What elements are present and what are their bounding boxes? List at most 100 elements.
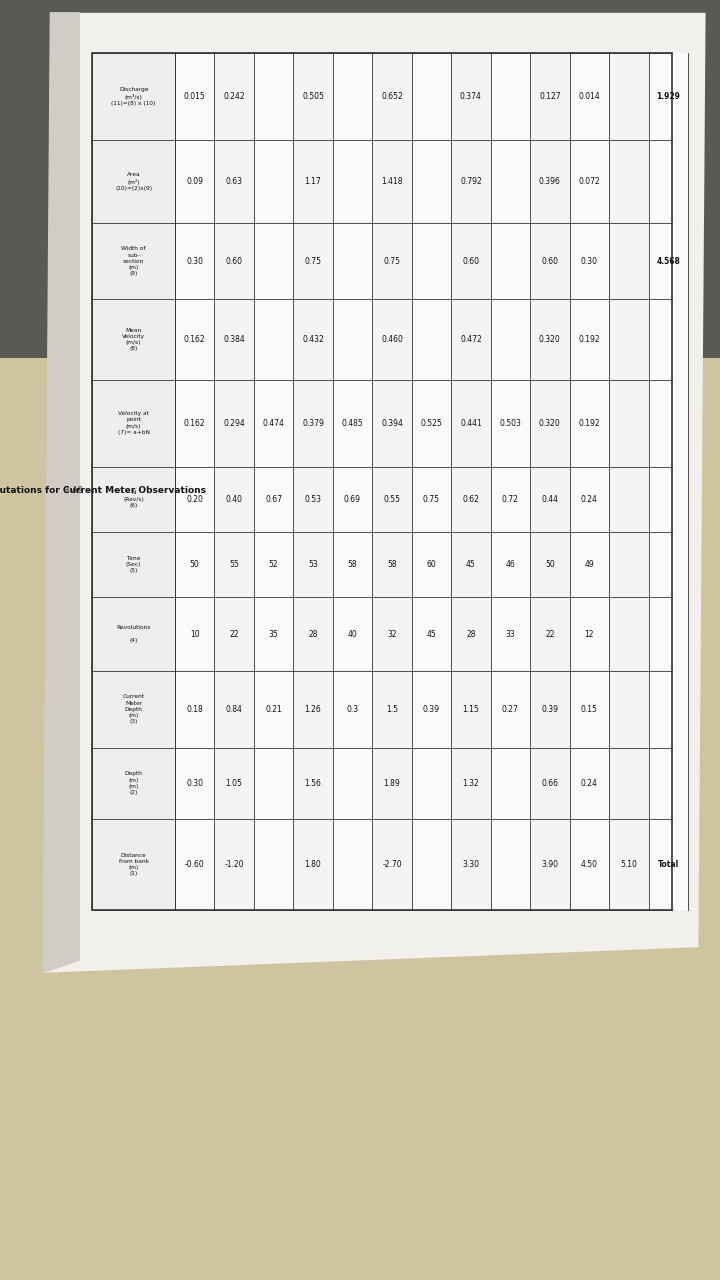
Text: 0.53: 0.53 (305, 494, 322, 504)
Ellipse shape (331, 174, 348, 205)
Text: N
(Rev/s)
(6): N (Rev/s) (6) (123, 490, 144, 508)
Text: 0.30: 0.30 (186, 257, 203, 266)
Text: 3.90: 3.90 (541, 860, 558, 869)
Ellipse shape (307, 218, 324, 248)
Text: 1.15: 1.15 (462, 705, 480, 714)
Bar (530, 54, 570, 910)
Bar (333, 54, 372, 910)
Ellipse shape (562, 212, 579, 243)
Ellipse shape (403, 218, 420, 248)
Text: 0.441: 0.441 (460, 419, 482, 428)
Ellipse shape (307, 264, 324, 294)
Text: 0.374: 0.374 (460, 92, 482, 101)
Text: 5.10: 5.10 (621, 860, 637, 869)
Text: 0.75: 0.75 (423, 494, 440, 504)
Ellipse shape (569, 179, 612, 230)
Ellipse shape (576, 188, 605, 220)
Text: 0.72: 0.72 (502, 494, 519, 504)
Text: 35: 35 (269, 630, 279, 639)
Text: 0.294: 0.294 (223, 419, 245, 428)
Text: 0.379: 0.379 (302, 419, 324, 428)
Text: 0.21: 0.21 (265, 705, 282, 714)
Text: 0.3: 0.3 (346, 705, 359, 714)
Ellipse shape (266, 264, 284, 294)
Ellipse shape (497, 102, 540, 154)
Text: 0.320: 0.320 (539, 419, 561, 428)
Ellipse shape (108, 166, 125, 197)
Text: -0.60: -0.60 (185, 860, 204, 869)
Text: 0.40: 0.40 (225, 494, 243, 504)
Text: 0.60: 0.60 (462, 257, 480, 266)
Text: 0.525: 0.525 (420, 419, 442, 428)
Text: 1.05: 1.05 (225, 778, 243, 787)
Text: 0.127: 0.127 (539, 92, 561, 101)
Text: 0.84: 0.84 (225, 705, 243, 714)
Text: 46: 46 (505, 559, 516, 568)
Ellipse shape (274, 230, 317, 282)
Ellipse shape (331, 128, 348, 159)
Text: 0.505: 0.505 (302, 92, 324, 101)
Text: 33: 33 (505, 630, 516, 639)
Text: 0.460: 0.460 (381, 335, 403, 344)
Ellipse shape (504, 111, 533, 143)
Text: 0.503: 0.503 (500, 419, 521, 428)
Text: 0.072: 0.072 (578, 177, 600, 186)
Text: 0.67: 0.67 (265, 494, 282, 504)
Ellipse shape (410, 230, 454, 282)
Text: 32: 32 (387, 630, 397, 639)
Text: 1.418: 1.418 (381, 177, 402, 186)
Text: 0.75: 0.75 (384, 257, 400, 266)
Ellipse shape (338, 141, 382, 192)
Text: Distance
from bank
(m)
(1): Distance from bank (m) (1) (119, 852, 148, 877)
Text: 0.69: 0.69 (344, 494, 361, 504)
Text: 1.32: 1.32 (462, 778, 480, 787)
Ellipse shape (418, 241, 446, 271)
Text: Current
Meter
Depth
(m)
(3): Current Meter Depth (m) (3) (122, 695, 145, 724)
Ellipse shape (108, 212, 125, 243)
Text: 0.396: 0.396 (539, 177, 561, 186)
Ellipse shape (490, 136, 507, 166)
Text: 1.929: 1.929 (657, 92, 680, 101)
Text: 0.60: 0.60 (225, 257, 243, 266)
Ellipse shape (281, 241, 310, 271)
Text: 0.15: 0.15 (581, 705, 598, 714)
Bar (175, 54, 215, 910)
Text: 40: 40 (348, 630, 357, 639)
Polygon shape (43, 13, 706, 973)
Text: 0.320: 0.320 (539, 335, 561, 344)
Ellipse shape (444, 264, 461, 294)
Text: -1.20: -1.20 (225, 860, 244, 869)
Text: 28: 28 (308, 630, 318, 639)
Polygon shape (43, 13, 79, 973)
Text: 1.17: 1.17 (305, 177, 321, 186)
Text: 0.18: 0.18 (186, 705, 203, 714)
Text: 28: 28 (466, 630, 476, 639)
Text: 22: 22 (545, 630, 554, 639)
Text: 0.162: 0.162 (184, 419, 205, 428)
Text: 45: 45 (426, 630, 436, 639)
Ellipse shape (213, 136, 230, 166)
Ellipse shape (187, 111, 216, 143)
Text: 0.24: 0.24 (581, 494, 598, 504)
Ellipse shape (530, 136, 547, 166)
Text: Velocity at
point
(m/s)
(7)= a+bN: Velocity at point (m/s) (7)= a+bN (117, 411, 150, 435)
Text: 52: 52 (269, 559, 279, 568)
Text: 0.242: 0.242 (223, 92, 245, 101)
Text: Time
(Sec)
(5): Time (Sec) (5) (126, 556, 141, 573)
Ellipse shape (372, 174, 389, 205)
Text: 1.5: 1.5 (386, 705, 398, 714)
Text: 0.60: 0.60 (541, 257, 558, 266)
Text: 1.26: 1.26 (305, 705, 321, 714)
Text: 0.30: 0.30 (581, 257, 598, 266)
Text: 49: 49 (585, 559, 594, 568)
Text: 0.394: 0.394 (381, 419, 403, 428)
Text: 0.63: 0.63 (225, 177, 243, 186)
Text: 0.39: 0.39 (423, 705, 440, 714)
Ellipse shape (173, 136, 190, 166)
Text: 0.66: 0.66 (541, 778, 558, 787)
Bar (649, 54, 688, 910)
Text: 12: 12 (585, 630, 594, 639)
Text: 0.192: 0.192 (579, 419, 600, 428)
Text: 0.44: 0.44 (541, 494, 558, 504)
Ellipse shape (602, 212, 619, 243)
